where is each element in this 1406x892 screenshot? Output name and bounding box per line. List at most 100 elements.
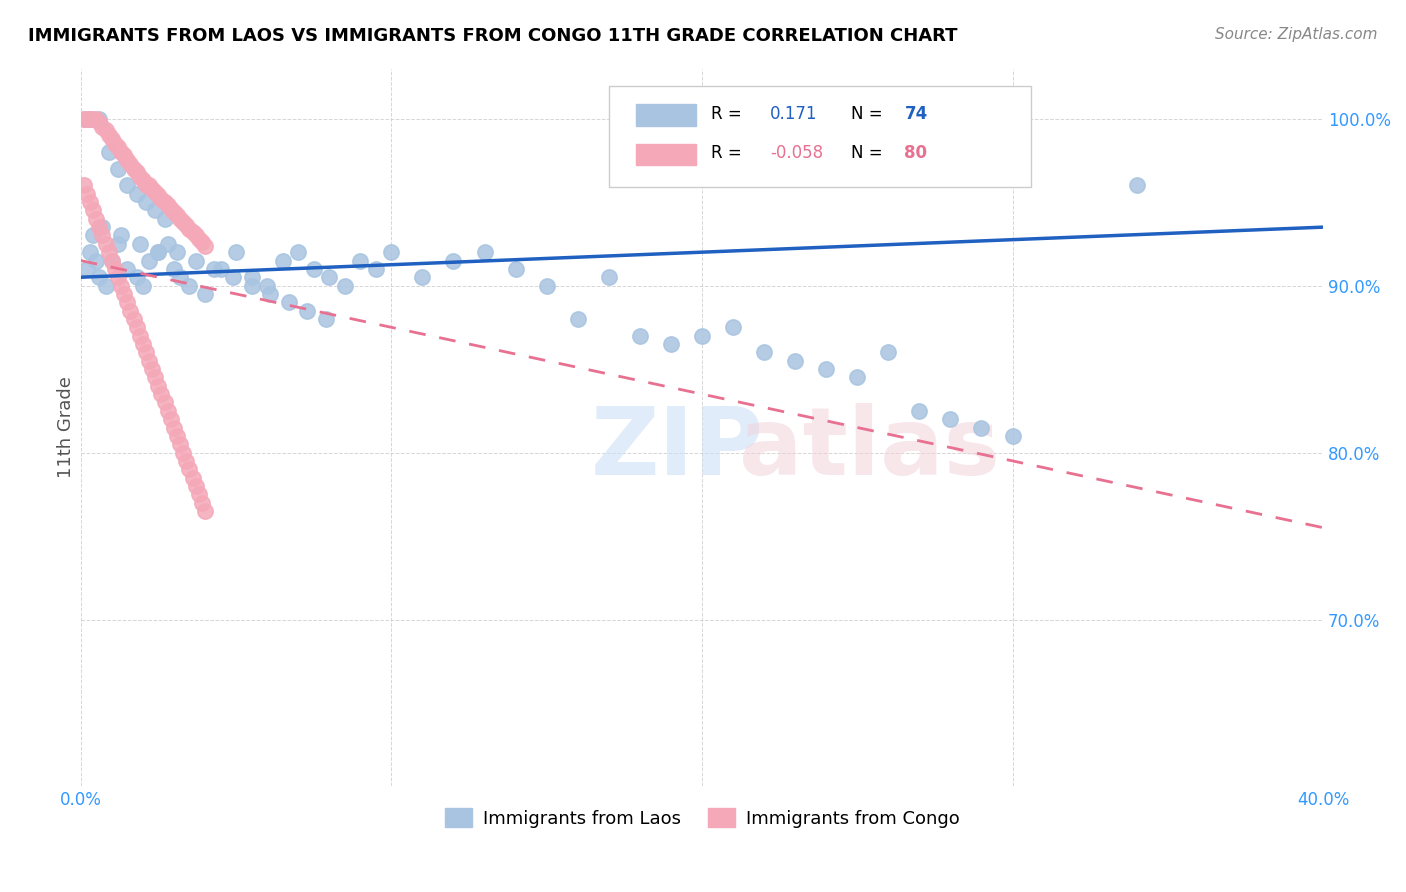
Point (181, 225, 204, 239)
Point (79, 112, 101, 126)
Point (156, 404, 179, 418)
Text: N =: N = (851, 104, 889, 123)
Point (117, 153, 139, 168)
Text: -0.058: -0.058 (770, 145, 824, 162)
Point (117, 261, 139, 276)
Point (166, 245, 188, 260)
Point (148, 245, 170, 260)
Point (128, 169, 150, 184)
Point (107, 161, 129, 176)
Point (176, 219, 198, 233)
Point (877, 345, 900, 359)
Point (184, 228, 207, 243)
Point (112, 148, 135, 162)
Point (148, 188, 170, 202)
Point (628, 328, 651, 343)
Point (179, 462, 201, 476)
Text: R =: R = (710, 145, 747, 162)
Point (271, 253, 294, 268)
Bar (636, 144, 696, 165)
Point (128, 328, 150, 343)
Point (172, 215, 194, 229)
Text: 0.171: 0.171 (770, 104, 818, 123)
Point (315, 312, 337, 326)
Point (172, 445, 194, 459)
Point (138, 178, 160, 193)
Point (176, 454, 198, 468)
Point (156, 236, 179, 251)
Point (128, 236, 150, 251)
Point (297, 303, 319, 318)
Point (148, 245, 170, 260)
Point (194, 504, 217, 518)
Point (73, 178, 96, 193)
Point (120, 157, 142, 171)
Point (970, 420, 993, 434)
Point (117, 178, 139, 193)
Point (443, 253, 465, 268)
Point (138, 253, 160, 268)
Point (169, 211, 191, 226)
Point (659, 337, 682, 351)
Point (225, 245, 247, 260)
Point (120, 303, 142, 318)
Point (132, 278, 155, 293)
Point (79, 195, 101, 210)
Y-axis label: 11th Grade: 11th Grade (58, 376, 75, 478)
Point (125, 165, 148, 179)
Text: IMMIGRANTS FROM LAOS VS IMMIGRANTS FROM CONGO 11TH GRADE CORRELATION CHART: IMMIGRANTS FROM LAOS VS IMMIGRANTS FROM … (28, 27, 957, 45)
Point (752, 345, 775, 359)
Point (94, 278, 117, 293)
Point (91, 228, 114, 243)
Text: R =: R = (710, 104, 747, 123)
Point (908, 404, 931, 418)
Point (187, 487, 209, 501)
Point (117, 295, 139, 310)
Point (76, 261, 98, 276)
Point (209, 261, 232, 276)
Point (150, 192, 173, 206)
Point (84, 112, 107, 126)
Point (89, 112, 111, 126)
Point (163, 261, 186, 276)
Point (169, 270, 191, 285)
Point (536, 278, 558, 293)
Point (721, 320, 744, 334)
Point (156, 198, 179, 212)
Point (122, 161, 145, 176)
Point (110, 145, 132, 159)
Point (159, 202, 181, 216)
Point (125, 270, 148, 285)
Point (135, 345, 157, 359)
Point (1126, 178, 1149, 193)
Point (815, 362, 838, 376)
Point (110, 228, 132, 243)
Point (107, 140, 129, 154)
Point (104, 136, 127, 151)
Point (79, 245, 101, 260)
Point (179, 278, 201, 293)
Point (76, 186, 98, 201)
Point (181, 470, 204, 484)
Point (179, 222, 201, 236)
Point (846, 370, 869, 384)
Point (73, 112, 96, 126)
Point (785, 353, 807, 368)
Point (101, 253, 124, 268)
Point (143, 185, 166, 199)
Point (94, 123, 117, 137)
Point (135, 178, 157, 193)
Point (82, 228, 104, 243)
FancyBboxPatch shape (609, 87, 1031, 187)
Point (107, 270, 129, 285)
Point (184, 479, 207, 493)
Point (256, 278, 278, 293)
Point (240, 278, 263, 293)
Point (259, 287, 281, 301)
Point (97, 128, 120, 143)
Point (82, 203, 104, 218)
Point (143, 203, 166, 218)
Point (411, 270, 433, 285)
Text: 74: 74 (904, 104, 928, 123)
Point (567, 312, 589, 326)
